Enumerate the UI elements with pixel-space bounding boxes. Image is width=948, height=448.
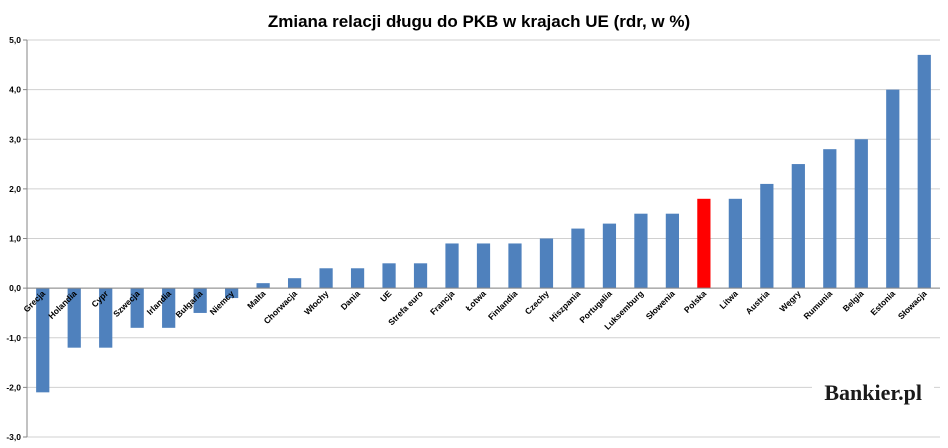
bar (665, 213, 680, 289)
x-tick-label: Czechy (523, 288, 551, 316)
bar (571, 228, 585, 289)
bar (225, 288, 239, 299)
y-tick-label: 0,0 (9, 283, 21, 293)
bar (287, 278, 302, 289)
bar (193, 288, 207, 313)
x-tick-label: Słowacja (896, 288, 929, 321)
bar (539, 238, 554, 289)
bar (697, 198, 711, 289)
x-tick-label: UE (378, 288, 394, 304)
bar (130, 288, 144, 328)
bar (382, 263, 396, 289)
bankier-logo: Bankier.pl (812, 378, 934, 408)
x-tick-label: Belgia (841, 288, 866, 313)
x-tick-label: Litwa (717, 288, 740, 311)
x-tick-label: Słowenia (644, 288, 677, 321)
y-tick-label: -3,0 (6, 432, 21, 442)
y-tick-label: 1,0 (9, 234, 21, 244)
x-tick-label: Dania (339, 288, 363, 312)
x-tick-label: Łotwa (463, 288, 488, 313)
x-tick-label: Finlandia (486, 288, 520, 322)
bar (854, 139, 868, 289)
bar (602, 223, 617, 289)
bar (36, 288, 50, 393)
bar (162, 288, 176, 328)
bar (67, 288, 81, 348)
x-tick-label: Niemcy (208, 288, 237, 317)
bar (728, 198, 742, 289)
x-tick-label: Malta (245, 288, 268, 311)
x-tick-label: Austria (743, 288, 771, 316)
y-tick-label: 2,0 (9, 184, 21, 194)
y-tick-label: -1,0 (6, 333, 21, 343)
y-axis-ticks: -3,0 -2,0 -1,0 0,0 1,0 2,0 3,0 4,0 5,0 (6, 35, 27, 442)
bar (319, 268, 333, 289)
bar (917, 54, 931, 289)
x-tick-label: Włochy (302, 288, 331, 317)
x-tick-label: Francja (428, 288, 457, 317)
x-axis-labels: Grecja Holandia Cypr Szwecja Irlandia Bułgari… (21, 288, 928, 332)
chart-title: Zmiana relacji długu do PKB w krajach UE… (268, 12, 690, 31)
bar (508, 243, 522, 289)
bar (350, 268, 365, 289)
x-tick-label: Węgry (777, 288, 803, 314)
x-tick-label: Rumunia (801, 288, 834, 321)
bar (99, 288, 113, 348)
x-tick-label: Estonia (868, 288, 897, 317)
y-tick-label: 5,0 (9, 35, 21, 45)
bar (445, 243, 459, 289)
bar (413, 263, 428, 289)
bar (886, 89, 900, 289)
bar (791, 164, 805, 289)
y-tick-label: -2,0 (6, 382, 21, 392)
bar (256, 283, 270, 289)
y-tick-label: 3,0 (9, 134, 21, 144)
axes (26, 40, 940, 437)
bar (823, 149, 837, 289)
y-tick-label: 4,0 (9, 85, 21, 95)
bar (476, 243, 491, 289)
x-tick-label: Polska (682, 288, 709, 315)
bars (36, 54, 931, 393)
bar (760, 183, 774, 289)
x-tick-label: Chorwacja (262, 288, 300, 326)
bar (634, 213, 648, 289)
